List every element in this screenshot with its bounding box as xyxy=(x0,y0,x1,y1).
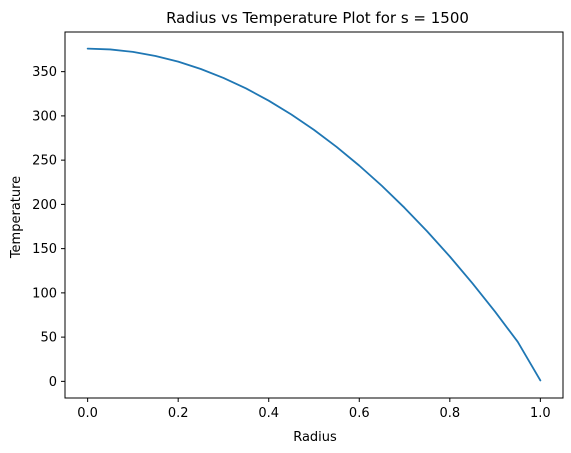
y-tick-label: 50 xyxy=(40,331,57,346)
x-tick-label: 0.8 xyxy=(439,406,460,421)
chart-title: Radius vs Temperature Plot for s = 1500 xyxy=(166,9,469,27)
y-tick-label: 350 xyxy=(32,65,57,80)
x-tick-label: 0.2 xyxy=(168,406,189,421)
x-tick-label: 1.0 xyxy=(530,406,551,421)
y-axis-label: Temperature xyxy=(9,176,24,259)
y-tick-label: 250 xyxy=(32,154,57,169)
y-tick-label: 100 xyxy=(32,286,57,301)
series-line-0 xyxy=(86,47,542,382)
x-axis-label: Radius xyxy=(293,430,337,445)
y-tick-label: 200 xyxy=(32,198,57,213)
x-tick-label: 0.0 xyxy=(77,406,98,421)
y-axis-ticks: 0 50 100 150 200 250 300 350 xyxy=(32,65,65,390)
y-tick-label: 150 xyxy=(32,242,57,257)
plot-area xyxy=(64,31,564,399)
x-tick-label: 0.6 xyxy=(349,406,370,421)
x-axis-ticks: 0.0 0.2 0.4 0.6 0.8 1.0 xyxy=(77,398,551,421)
y-tick-label: 300 xyxy=(32,109,57,124)
y-tick-label: 0 xyxy=(49,375,57,390)
x-tick-label: 0.4 xyxy=(258,406,279,421)
axes-frame xyxy=(64,31,564,399)
series-layer xyxy=(86,47,542,382)
